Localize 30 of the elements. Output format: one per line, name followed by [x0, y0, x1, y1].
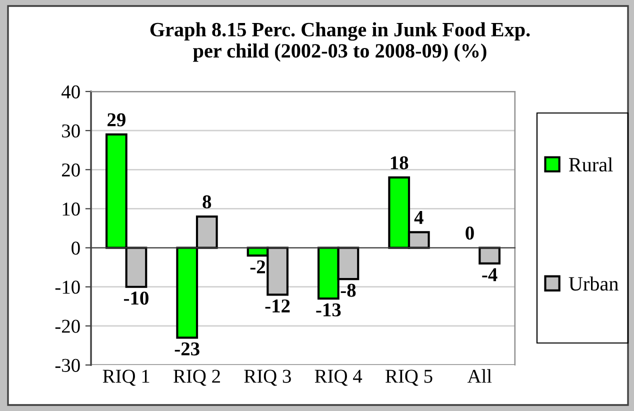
y-tick-label: -30: [55, 358, 80, 372]
data-label: -8: [340, 284, 356, 297]
y-tick-label: 0: [72, 242, 80, 255]
data-label: -2: [250, 260, 266, 274]
data-label: 29: [108, 113, 126, 126]
y-tick-label: -10: [55, 280, 80, 294]
data-label: -13: [316, 303, 341, 316]
data-label: -23: [174, 342, 200, 356]
data-label: 0: [466, 226, 474, 240]
x-tick-label: RIQ 3: [244, 370, 291, 386]
data-label: -4: [482, 268, 498, 282]
data-label: 8: [202, 195, 212, 208]
data-label: -12: [265, 299, 290, 312]
chart-title: Graph 8.15 Perc. Change in Junk Food Exp. per child (2002-03 to 2008-09) (%): [150, 22, 530, 62]
y-tick-label: 20: [62, 163, 80, 177]
data-label: 4: [414, 211, 424, 224]
data-label: -10: [124, 292, 148, 305]
x-tick-label: RIQ 1: [102, 370, 150, 386]
bar: [478, 246, 500, 264]
x-tick-label: RIQ 2: [174, 370, 220, 386]
x-tick-label: All: [467, 369, 492, 383]
y-tick-label: -20: [55, 320, 80, 333]
data-label: 18: [390, 156, 408, 170]
y-tick-label: 10: [62, 202, 80, 216]
x-tick-label: RIQ 5: [386, 370, 432, 386]
legend-label: Urban: [568, 276, 618, 291]
x-tick-label: RIQ 4: [314, 370, 362, 386]
y-tick-label: 30: [62, 124, 80, 138]
y-tick-label: 40: [62, 85, 80, 98]
legend-label: Rural: [568, 157, 613, 172]
